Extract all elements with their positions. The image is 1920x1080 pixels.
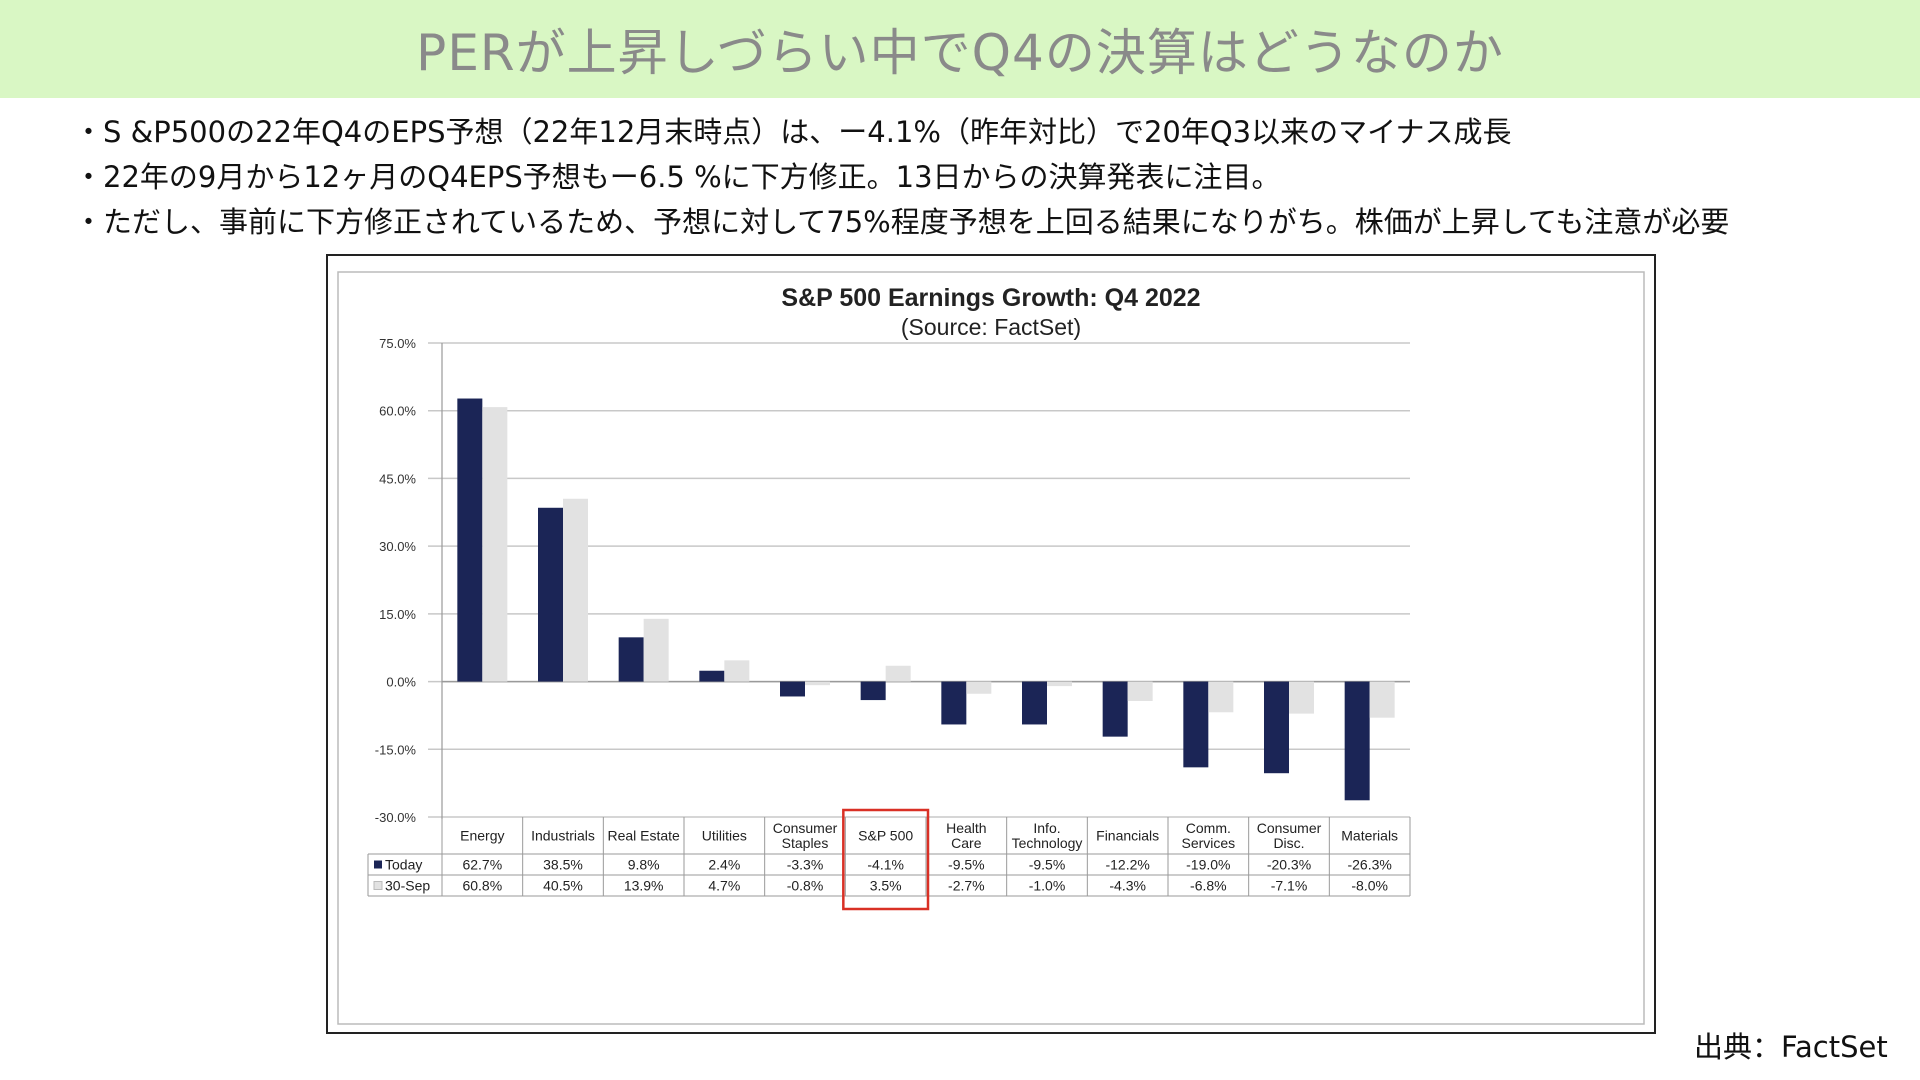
bar-sep30 bbox=[563, 498, 588, 682]
bar-sep30 bbox=[1047, 681, 1072, 687]
y-tick-label: 0.0% bbox=[386, 675, 416, 690]
legend-label: 30-Sep bbox=[385, 878, 430, 894]
y-tick-label: 60.0% bbox=[379, 404, 416, 419]
data-label: -4.1% bbox=[867, 857, 904, 873]
slide-title: PERが上昇しづらい中でQ4の決算はどうなのか bbox=[416, 24, 1504, 82]
legend-label: Today bbox=[385, 857, 422, 873]
bar-sep30 bbox=[966, 681, 992, 694]
bar-sep30 bbox=[1127, 681, 1153, 701]
bar-today bbox=[941, 681, 967, 725]
legend-swatch bbox=[373, 881, 383, 890]
data-label: 62.7% bbox=[462, 857, 502, 873]
bar-today bbox=[618, 637, 644, 682]
bar-sep30 bbox=[724, 660, 750, 682]
bar-today bbox=[1022, 681, 1047, 725]
y-tick-label: -15.0% bbox=[375, 742, 417, 757]
bar-today bbox=[1183, 681, 1209, 768]
data-label: -7.1% bbox=[1271, 878, 1308, 894]
bullet-item: ・S &P500の22年Q4のEPS予想（22年12月末時点）は、ー4.1%（昨… bbox=[74, 115, 1512, 149]
category-label: Info. bbox=[1033, 820, 1060, 836]
data-label: -26.3% bbox=[1347, 857, 1391, 873]
data-label: -9.5% bbox=[1029, 857, 1066, 873]
data-label: 9.8% bbox=[628, 857, 660, 873]
chart-title: S&P 500 Earnings Growth: Q4 2022 bbox=[781, 284, 1200, 312]
chart-subtitle: (Source: FactSet) bbox=[901, 314, 1081, 340]
data-label: -3.3% bbox=[787, 857, 824, 873]
bullet-item: ・ただし、事前に下方修正されているため、予想に対して75%程度予想を上回る結果に… bbox=[74, 205, 1730, 239]
bar-today bbox=[1264, 681, 1289, 774]
data-label: -19.0% bbox=[1186, 857, 1230, 873]
data-label: -6.8% bbox=[1190, 878, 1227, 894]
data-label: -0.8% bbox=[787, 878, 824, 894]
category-label: Industrials bbox=[531, 828, 595, 844]
y-tick-label: 30.0% bbox=[379, 539, 416, 554]
data-label: -12.2% bbox=[1105, 857, 1149, 873]
category-label: S&P 500 bbox=[858, 828, 913, 844]
bar-sep30 bbox=[482, 407, 508, 682]
highlight-box bbox=[842, 808, 930, 911]
data-label: 4.7% bbox=[708, 878, 740, 894]
chart-inner-border bbox=[337, 271, 1645, 1025]
data-label: -20.3% bbox=[1267, 857, 1311, 873]
data-label: -9.5% bbox=[948, 857, 985, 873]
category-label: Staples bbox=[782, 835, 829, 851]
source-note: 出典：FactSet bbox=[1694, 1030, 1888, 1064]
bar-sep30 bbox=[885, 665, 911, 682]
earnings-growth-chart: S&P 500 Earnings Growth: Q4 2022 (Source… bbox=[337, 271, 1645, 1025]
bar-today bbox=[538, 507, 563, 682]
bar-today bbox=[780, 681, 805, 697]
bar-sep30 bbox=[1369, 681, 1395, 718]
data-label: -2.7% bbox=[948, 878, 985, 894]
category-label: Health bbox=[946, 820, 986, 836]
bar-today bbox=[1344, 681, 1370, 801]
category-label: Consumer bbox=[1257, 820, 1322, 836]
y-tick-label: 15.0% bbox=[379, 607, 416, 622]
bar-sep30 bbox=[643, 618, 669, 682]
bar-sep30 bbox=[1289, 681, 1314, 714]
data-label: 38.5% bbox=[543, 857, 583, 873]
legend-swatch bbox=[374, 860, 382, 869]
data-label: 40.5% bbox=[543, 878, 583, 894]
slide-header: PERが上昇しづらい中でQ4の決算はどうなのか bbox=[0, 0, 1920, 98]
bar-today bbox=[699, 670, 725, 682]
category-label: Care bbox=[951, 835, 982, 851]
bar-today bbox=[457, 398, 483, 682]
category-label: Technology bbox=[1012, 835, 1083, 851]
bar-today bbox=[860, 681, 886, 701]
data-label: -4.3% bbox=[1109, 878, 1146, 894]
y-tick-label: 75.0% bbox=[379, 336, 416, 351]
bullet-item: ・22年の9月から12ヶ月のQ4EPS予想もー6.5 %に下方修正。13日からの… bbox=[74, 160, 1281, 194]
category-label: Materials bbox=[1341, 828, 1398, 844]
data-label: -8.0% bbox=[1351, 878, 1388, 894]
category-label: Comm. bbox=[1186, 820, 1231, 836]
category-label: Financials bbox=[1096, 828, 1159, 844]
data-label: 60.8% bbox=[462, 878, 502, 894]
y-tick-label: 45.0% bbox=[379, 471, 416, 486]
y-tick-label: -30.0% bbox=[375, 810, 417, 825]
bar-sep30 bbox=[1208, 681, 1234, 713]
bullet-list: ・S &P500の22年Q4のEPS予想（22年12月末時点）は、ー4.1%（昨… bbox=[74, 110, 1904, 245]
data-label: 2.4% bbox=[708, 857, 740, 873]
category-label: Utilities bbox=[702, 828, 747, 844]
category-label: Energy bbox=[460, 828, 504, 844]
bar-today bbox=[1102, 681, 1128, 737]
data-label: -1.0% bbox=[1029, 878, 1066, 894]
category-label: Disc. bbox=[1273, 835, 1304, 851]
bar-sep30 bbox=[805, 681, 830, 686]
category-label: Services bbox=[1181, 835, 1235, 851]
chart-frame: S&P 500 Earnings Growth: Q4 2022 (Source… bbox=[326, 254, 1656, 1034]
category-label: Consumer bbox=[773, 820, 838, 836]
data-label: 13.9% bbox=[624, 878, 664, 894]
category-label: Real Estate bbox=[607, 828, 680, 844]
data-label: 3.5% bbox=[870, 878, 902, 894]
